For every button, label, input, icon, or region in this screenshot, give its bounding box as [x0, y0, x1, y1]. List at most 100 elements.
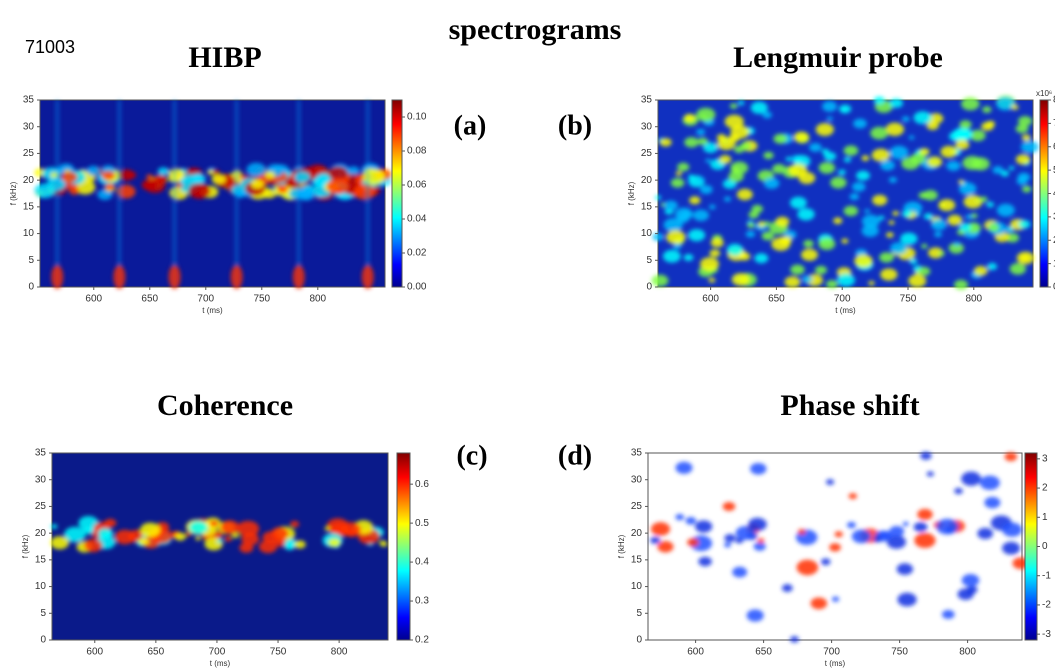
- texture-blob: [971, 157, 990, 171]
- texture-blob: [753, 542, 766, 551]
- texture-blob: [757, 538, 765, 544]
- texture-blob: [953, 241, 960, 247]
- texture-blob: [955, 139, 970, 150]
- colorbar-tick-label: 0.2: [415, 635, 429, 646]
- texture-blob: [104, 183, 115, 191]
- x-tick-label: 700: [834, 294, 851, 305]
- texture-blob: [851, 529, 871, 544]
- colorbar-tick-label: 2: [1053, 235, 1055, 246]
- texture-blob: [931, 219, 947, 231]
- texture-blob: [763, 151, 774, 160]
- texture-blob: [801, 248, 818, 261]
- texture-blob: [771, 237, 791, 251]
- texture-blob: [683, 254, 694, 262]
- texture-blob: [271, 527, 289, 540]
- texture-blob: [809, 142, 822, 152]
- texture-blob: [977, 527, 994, 540]
- texture-blob: [729, 103, 738, 109]
- texture-blob: [913, 111, 932, 125]
- texture-blob: [763, 221, 771, 227]
- texture-blob: [69, 187, 80, 195]
- texture-blob: [788, 163, 808, 177]
- spectrogram-texture: [50, 515, 388, 554]
- colorbar-tick-label: 7: [1053, 118, 1055, 129]
- spectrogram-texture: [650, 451, 1029, 643]
- x-tick-label: 650: [755, 647, 772, 658]
- texture-blob: [692, 209, 709, 222]
- colorbar-scale: x10⁶: [1036, 89, 1052, 98]
- y-tick-label: 5: [646, 255, 652, 266]
- x-tick-label: 800: [965, 294, 982, 305]
- texture-blob: [854, 254, 873, 268]
- colorbar-tick-label: 6: [1053, 141, 1055, 152]
- panel-label: (b): [558, 110, 592, 141]
- texture-blob: [963, 194, 983, 209]
- texture-blob: [290, 520, 300, 528]
- texture-blob: [982, 106, 992, 113]
- texture-blob: [818, 237, 836, 250]
- texture-blob: [140, 522, 161, 538]
- texture-blob: [926, 121, 939, 131]
- texture-blob: [852, 182, 866, 192]
- texture-blob: [230, 265, 243, 289]
- texture-blob: [168, 265, 181, 289]
- texture-blob: [138, 537, 149, 546]
- texture-blob: [728, 171, 744, 183]
- texture-blob: [914, 532, 936, 549]
- texture-blob: [239, 542, 254, 553]
- texture-blob: [697, 137, 709, 146]
- texture-blob: [889, 145, 909, 160]
- texture-blob: [984, 496, 1001, 509]
- texture-blob: [789, 636, 799, 643]
- texture-blob: [843, 145, 859, 156]
- texture-blob: [695, 520, 713, 533]
- x-tick-label: 600: [702, 294, 719, 305]
- texture-blob: [946, 160, 961, 171]
- colorbar-tick-label: -2: [1042, 600, 1051, 611]
- texture-blob: [927, 156, 943, 168]
- texture-blob: [347, 166, 360, 175]
- texture-blob: [1018, 115, 1033, 127]
- texture-blob: [864, 209, 871, 214]
- texture-blob: [651, 522, 671, 536]
- y-tick-label: 25: [23, 148, 35, 159]
- texture-stripe: [55, 100, 60, 287]
- y-tick-label: 35: [35, 448, 47, 459]
- texture-blob: [250, 179, 264, 189]
- texture-blob: [747, 222, 755, 229]
- texture-blob: [853, 118, 867, 129]
- texture-blob: [959, 222, 971, 232]
- texture-blob: [789, 196, 807, 209]
- texture-blob: [901, 210, 912, 218]
- texture-blob: [790, 264, 805, 275]
- texture-blob: [810, 597, 828, 610]
- texture-blob: [886, 535, 906, 549]
- texture-stripe: [296, 100, 301, 287]
- y-tick-label: 0: [40, 635, 46, 646]
- texture-blob: [840, 108, 847, 113]
- x-tick-label: 600: [687, 647, 704, 658]
- texture-blob: [938, 251, 945, 256]
- texture-blob: [114, 529, 136, 545]
- texture-blob: [908, 274, 927, 288]
- texture-blob: [815, 265, 828, 275]
- y-axis-label: f (kHz): [9, 181, 18, 205]
- texture-blob: [292, 265, 305, 289]
- texture-blob: [675, 514, 685, 521]
- texture-blob: [754, 253, 769, 264]
- colorbar-tick-label: 0.08: [407, 146, 427, 157]
- texture-blob: [797, 208, 815, 221]
- y-tick-label: 25: [631, 501, 643, 512]
- texture-blob: [761, 231, 775, 241]
- texture-blob: [684, 137, 699, 148]
- texture-blob: [940, 145, 958, 158]
- x-tick-label: 650: [768, 294, 785, 305]
- texture-blob: [379, 540, 387, 546]
- texture-blob: [826, 116, 833, 121]
- colorbar-tick-label: 3: [1053, 212, 1055, 223]
- texture-blob: [961, 573, 980, 587]
- texture-blob: [97, 189, 113, 200]
- x-axis-label: t (ms): [835, 306, 856, 315]
- colorbar-tick-label: 0.5: [415, 518, 429, 529]
- texture-blob: [663, 218, 683, 232]
